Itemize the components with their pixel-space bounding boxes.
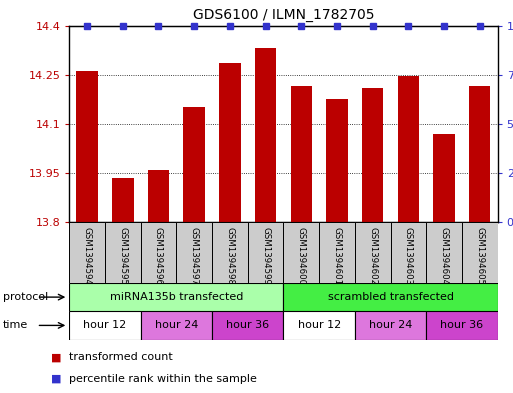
Text: hour 24: hour 24 [154,320,198,331]
Text: percentile rank within the sample: percentile rank within the sample [69,374,257,384]
Bar [426,222,462,283]
Bar [433,134,455,222]
Bar [212,311,283,340]
Text: GSM1394599: GSM1394599 [261,227,270,285]
Text: GSM1394601: GSM1394601 [332,227,342,285]
Bar [112,178,133,222]
Bar [105,222,141,283]
Bar [69,311,141,340]
Text: GSM1394594: GSM1394594 [83,227,92,285]
Bar [398,76,419,222]
Text: miRNA135b transfected: miRNA135b transfected [110,292,243,302]
Bar [212,222,248,283]
Bar [69,283,283,311]
Text: GSM1394603: GSM1394603 [404,227,413,285]
Text: ■: ■ [51,374,62,384]
Bar [255,48,277,222]
Bar [141,311,212,340]
Text: GSM1394602: GSM1394602 [368,227,377,285]
Bar [184,107,205,222]
Text: GSM1394598: GSM1394598 [225,227,234,285]
Bar [290,86,312,222]
Title: GDS6100 / ILMN_1782705: GDS6100 / ILMN_1782705 [193,8,374,22]
Bar [283,283,498,311]
Text: time: time [3,320,28,331]
Bar [462,222,498,283]
Bar [176,222,212,283]
Text: transformed count: transformed count [69,352,173,362]
Text: GSM1394597: GSM1394597 [190,227,199,285]
Bar [76,72,98,222]
Bar [355,222,390,283]
Bar [283,222,319,283]
Bar [326,99,348,222]
Bar [283,311,355,340]
Bar [69,222,105,283]
Bar [148,170,169,222]
Text: GSM1394604: GSM1394604 [440,227,448,285]
Bar [390,222,426,283]
Bar [219,63,241,222]
Bar [355,311,426,340]
Text: scrambled transfected: scrambled transfected [327,292,453,302]
Bar [469,86,490,222]
Bar [319,222,355,283]
Text: hour 12: hour 12 [298,320,341,331]
Text: GSM1394605: GSM1394605 [475,227,484,285]
Text: ■: ■ [51,352,62,362]
Text: GSM1394595: GSM1394595 [119,227,127,285]
Bar [426,311,498,340]
Bar [362,88,383,222]
Text: hour 24: hour 24 [369,320,412,331]
Text: hour 36: hour 36 [226,320,269,331]
Text: hour 12: hour 12 [83,320,127,331]
Text: GSM1394596: GSM1394596 [154,227,163,285]
Bar [141,222,176,283]
Text: protocol: protocol [3,292,48,302]
Bar [248,222,283,283]
Text: GSM1394600: GSM1394600 [297,227,306,285]
Text: hour 36: hour 36 [440,320,483,331]
